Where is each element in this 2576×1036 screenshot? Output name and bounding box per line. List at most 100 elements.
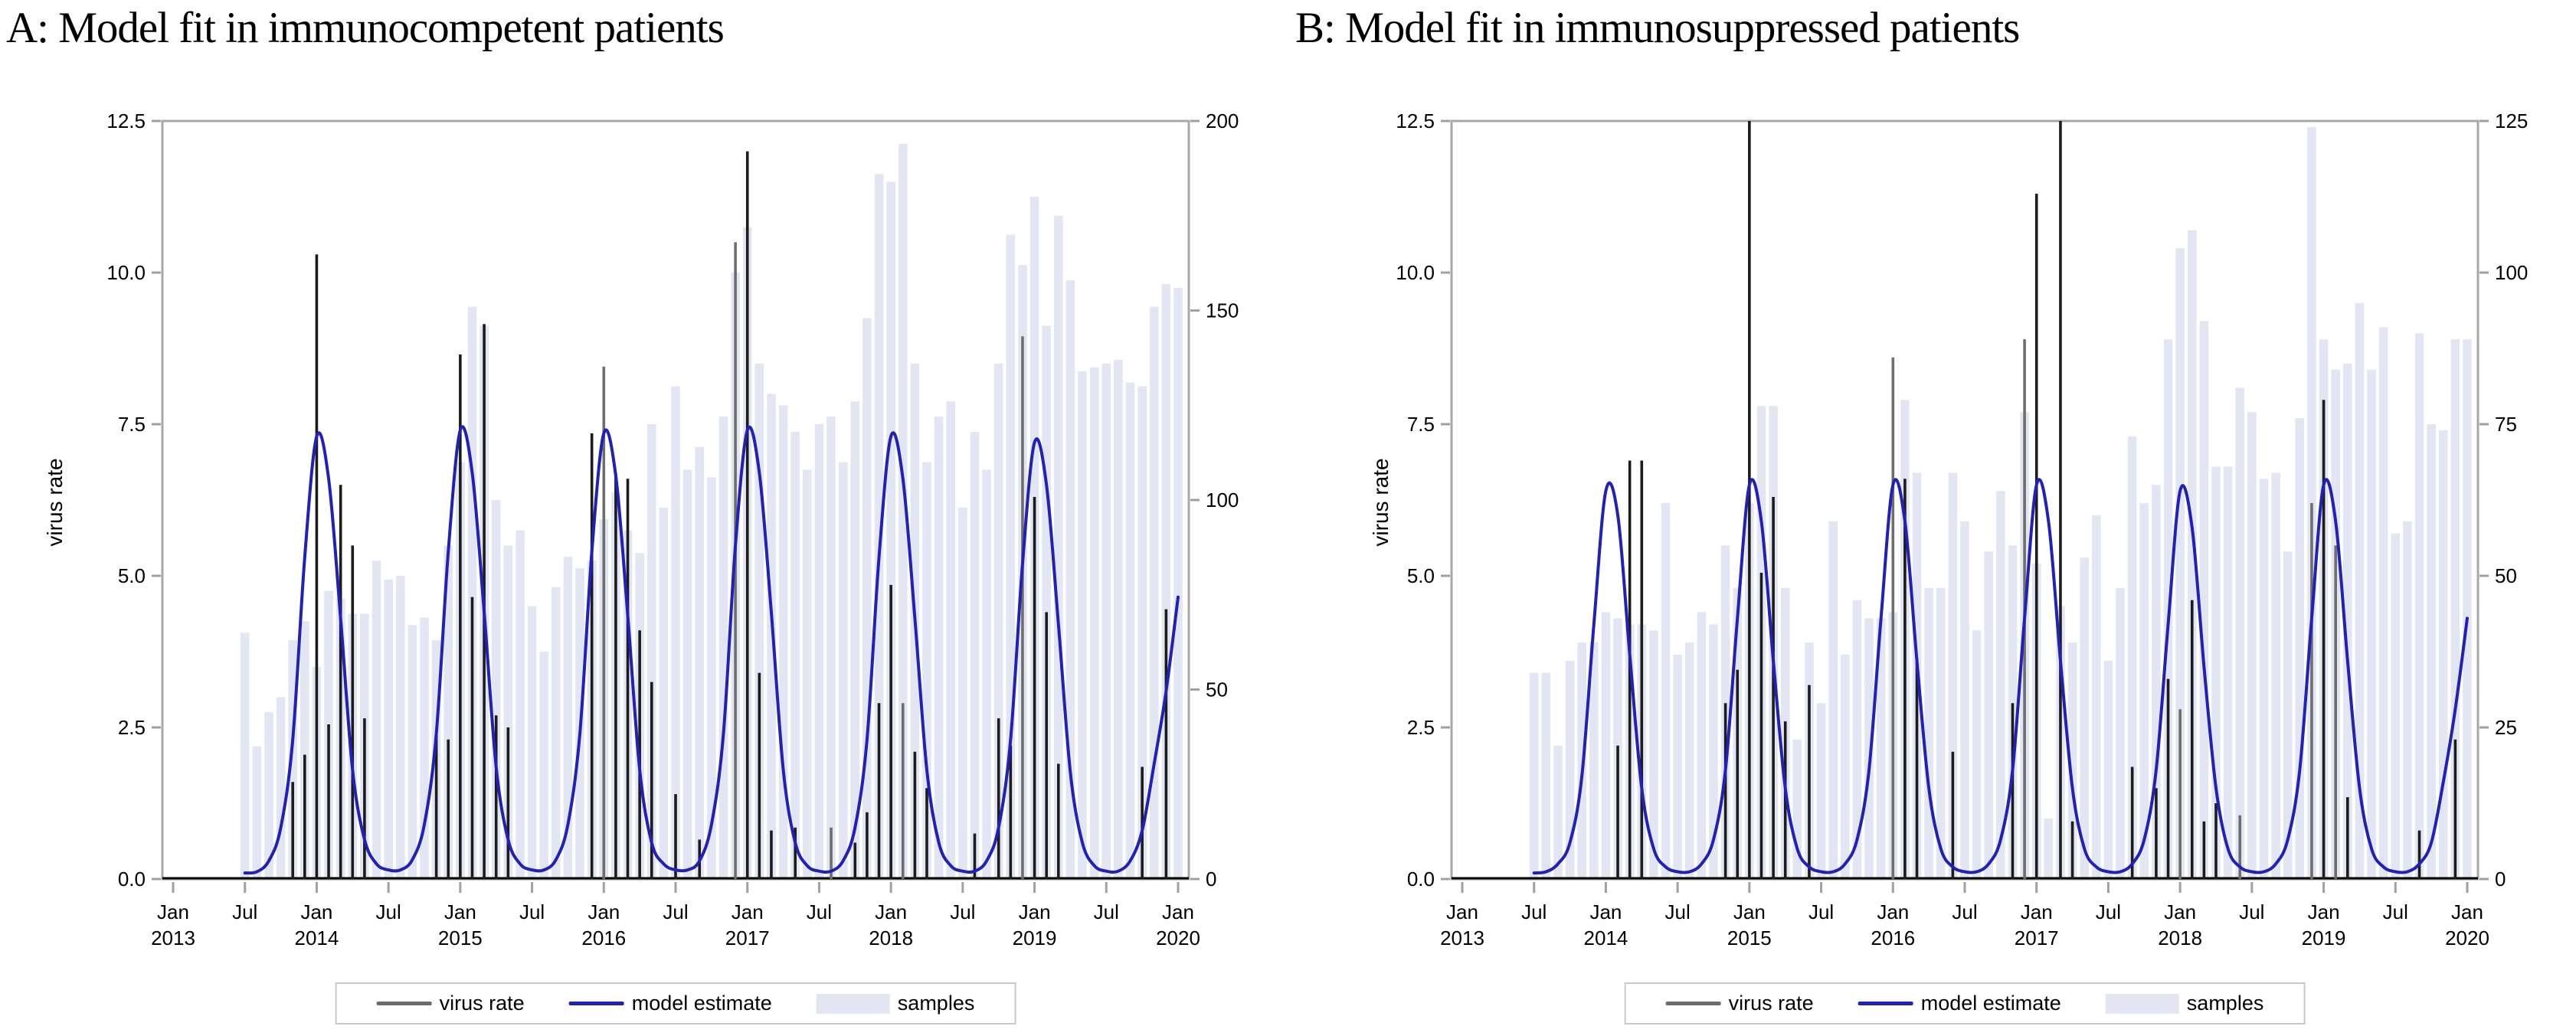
x-tick-label: Jan (2451, 900, 2483, 923)
x-tick-year-label: 2017 (725, 927, 770, 949)
x-tick-label: Jul (2239, 900, 2264, 923)
samples-box-icon (816, 993, 890, 1014)
x-tick-label: Jul (232, 900, 257, 923)
model-estimate-curve (243, 425, 1180, 875)
y-right-tick-label: 100 (2495, 261, 2528, 284)
y-right-tick-label: 200 (1206, 109, 1239, 132)
x-tick-label: Jul (950, 900, 975, 923)
x-tick-label: Jan (1019, 900, 1051, 923)
y-right-tick-label: 125 (2495, 109, 2528, 132)
legend-label-samples: samples (2186, 992, 2264, 1015)
x-tick-year-label: 2017 (2015, 927, 2059, 949)
panel-b-chart: 0.0 2.5 5.0 7.5 10.0 12.5 0 25 50 75 100 125 Jan 2013… (1396, 109, 2528, 949)
x-tick-year-label: 2020 (1156, 927, 1200, 949)
x-tick-label: Jan (444, 900, 476, 923)
x-tick-label: Jan (1877, 900, 1909, 923)
panel-b-title: B: Model fit in immunosuppressed patient… (1295, 4, 2020, 52)
y-right-tick-label: 100 (1206, 489, 1239, 511)
y-left-tick-label: 10.0 (106, 261, 146, 284)
y-left-tick-label: 5.0 (118, 564, 146, 587)
x-tick-year-label: 2014 (1584, 927, 1628, 949)
x-tick-label: Jul (1808, 900, 1834, 923)
panel-a: A: Model fit in immunocompetent patients… (0, 0, 1287, 1036)
virus-rate-line-icon (1665, 1002, 1721, 1005)
y-left-tick-label: 2.5 (1407, 716, 1435, 739)
x-tick-label: Jul (663, 900, 688, 923)
legend-entry-model-estimate: model estimate (568, 992, 772, 1015)
y-left-tick-label: 0.0 (118, 868, 146, 891)
x-tick-label: Jan (1589, 900, 1622, 923)
legend-label-virus-rate: virus rate (1728, 992, 1814, 1015)
legend-entry-model-estimate: model estimate (1858, 992, 2061, 1015)
x-tick-year-label: 2018 (2158, 927, 2202, 949)
virus-rate-spikes (1616, 121, 2457, 879)
y-left-tick-label: 0.0 (1407, 868, 1435, 891)
virus-rate-line-icon (376, 1002, 432, 1005)
x-tick-label: Jan (875, 900, 907, 923)
y-right-tick-label: 150 (1206, 299, 1239, 322)
legend-entry-samples: samples (2105, 992, 2264, 1015)
x-tick-year-label: 2016 (1871, 927, 1915, 949)
legend-label-model-estimate: model estimate (1920, 992, 2061, 1015)
legend-entry-virus-rate: virus rate (1665, 992, 1814, 1015)
x-tick-year-label: 2018 (869, 927, 913, 949)
x-tick-label: Jul (519, 900, 545, 923)
legend-entry-virus-rate: virus rate (376, 992, 525, 1015)
y-right-tick-label: 50 (1206, 678, 1228, 701)
x-tick-label: Jul (2383, 900, 2408, 923)
x-tick-label: Jul (376, 900, 401, 923)
axes: 0.0 2.5 5.0 7.5 10.0 12.5 0 25 50 75 100 125 Jan 2013… (1396, 109, 2528, 949)
x-tick-label: Jan (732, 900, 764, 923)
y-right-tick-label: 75 (2495, 413, 2517, 436)
samples-bars (240, 143, 1183, 880)
legend-entry-samples: samples (816, 992, 975, 1015)
y-right-tick-label: 50 (2495, 564, 2517, 587)
panel-b: B: Model fit in immunosuppressed patient… (1289, 0, 2576, 1036)
x-tick-year-label: 2020 (2445, 927, 2489, 949)
y-right-tick-label: 25 (2495, 716, 2517, 739)
x-tick-label: Jul (807, 900, 832, 923)
x-tick-year-label: 2014 (295, 927, 339, 949)
x-tick-label: Jul (2096, 900, 2121, 923)
x-tick-year-label: 2019 (1013, 927, 1057, 949)
x-tick-year-label: 2013 (1440, 927, 1484, 949)
model-estimate-line-icon (568, 1002, 624, 1005)
y-left-tick-label: 12.5 (1396, 109, 1435, 132)
x-tick-label: Jan (2308, 900, 2340, 923)
panel-a-legend: virus rate model estimate samples (335, 982, 1016, 1025)
y-left-tick-label: 5.0 (1407, 564, 1435, 587)
legend-label-model-estimate: model estimate (631, 992, 772, 1015)
x-tick-year-label: 2015 (438, 927, 483, 949)
x-tick-label: Jul (1665, 900, 1691, 923)
model-estimate-curve (1532, 478, 2469, 875)
x-tick-label: Jan (1733, 900, 1766, 923)
y-left-tick-label: 7.5 (1407, 413, 1435, 436)
samples-bars (1529, 126, 2472, 880)
x-tick-label: Jul (1521, 900, 1547, 923)
samples-box-icon (2105, 993, 2179, 1014)
legend-label-virus-rate: virus rate (439, 992, 525, 1015)
y-right-tick-label: 0 (1206, 868, 1216, 891)
model-estimate-line-icon (1858, 1002, 1913, 1005)
y-right-tick-label: 0 (2495, 868, 2506, 891)
x-tick-label: Jan (2164, 900, 2196, 923)
x-tick-label: Jan (2021, 900, 2053, 923)
x-tick-label: Jan (1446, 900, 1478, 923)
x-tick-year-label: 2016 (581, 927, 626, 949)
panel-a-title: A: Model fit in immunocompetent patients (6, 4, 725, 52)
x-tick-year-label: 2013 (151, 927, 195, 949)
panel-b-legend: virus rate model estimate samples (1624, 982, 2306, 1025)
x-tick-year-label: 2015 (1727, 927, 1772, 949)
y-left-tick-label: 2.5 (118, 716, 146, 739)
x-tick-label: Jan (588, 900, 620, 923)
x-tick-label: Jan (157, 900, 189, 923)
x-tick-label: Jan (1162, 900, 1194, 923)
legend-label-samples: samples (897, 992, 975, 1015)
panel-a-chart: 0.0 2.5 5.0 7.5 10.0 12.5 0 50 100 150 200 Jan 2013 J… (106, 109, 1239, 949)
x-tick-label: Jan (300, 900, 332, 923)
y-left-tick-label: 7.5 (118, 413, 146, 436)
axes: 0.0 2.5 5.0 7.5 10.0 12.5 0 50 100 150 200 Jan 2013 J… (106, 109, 1239, 949)
virus-rate-spikes (291, 151, 1168, 879)
y-left-tick-label: 12.5 (106, 109, 146, 132)
